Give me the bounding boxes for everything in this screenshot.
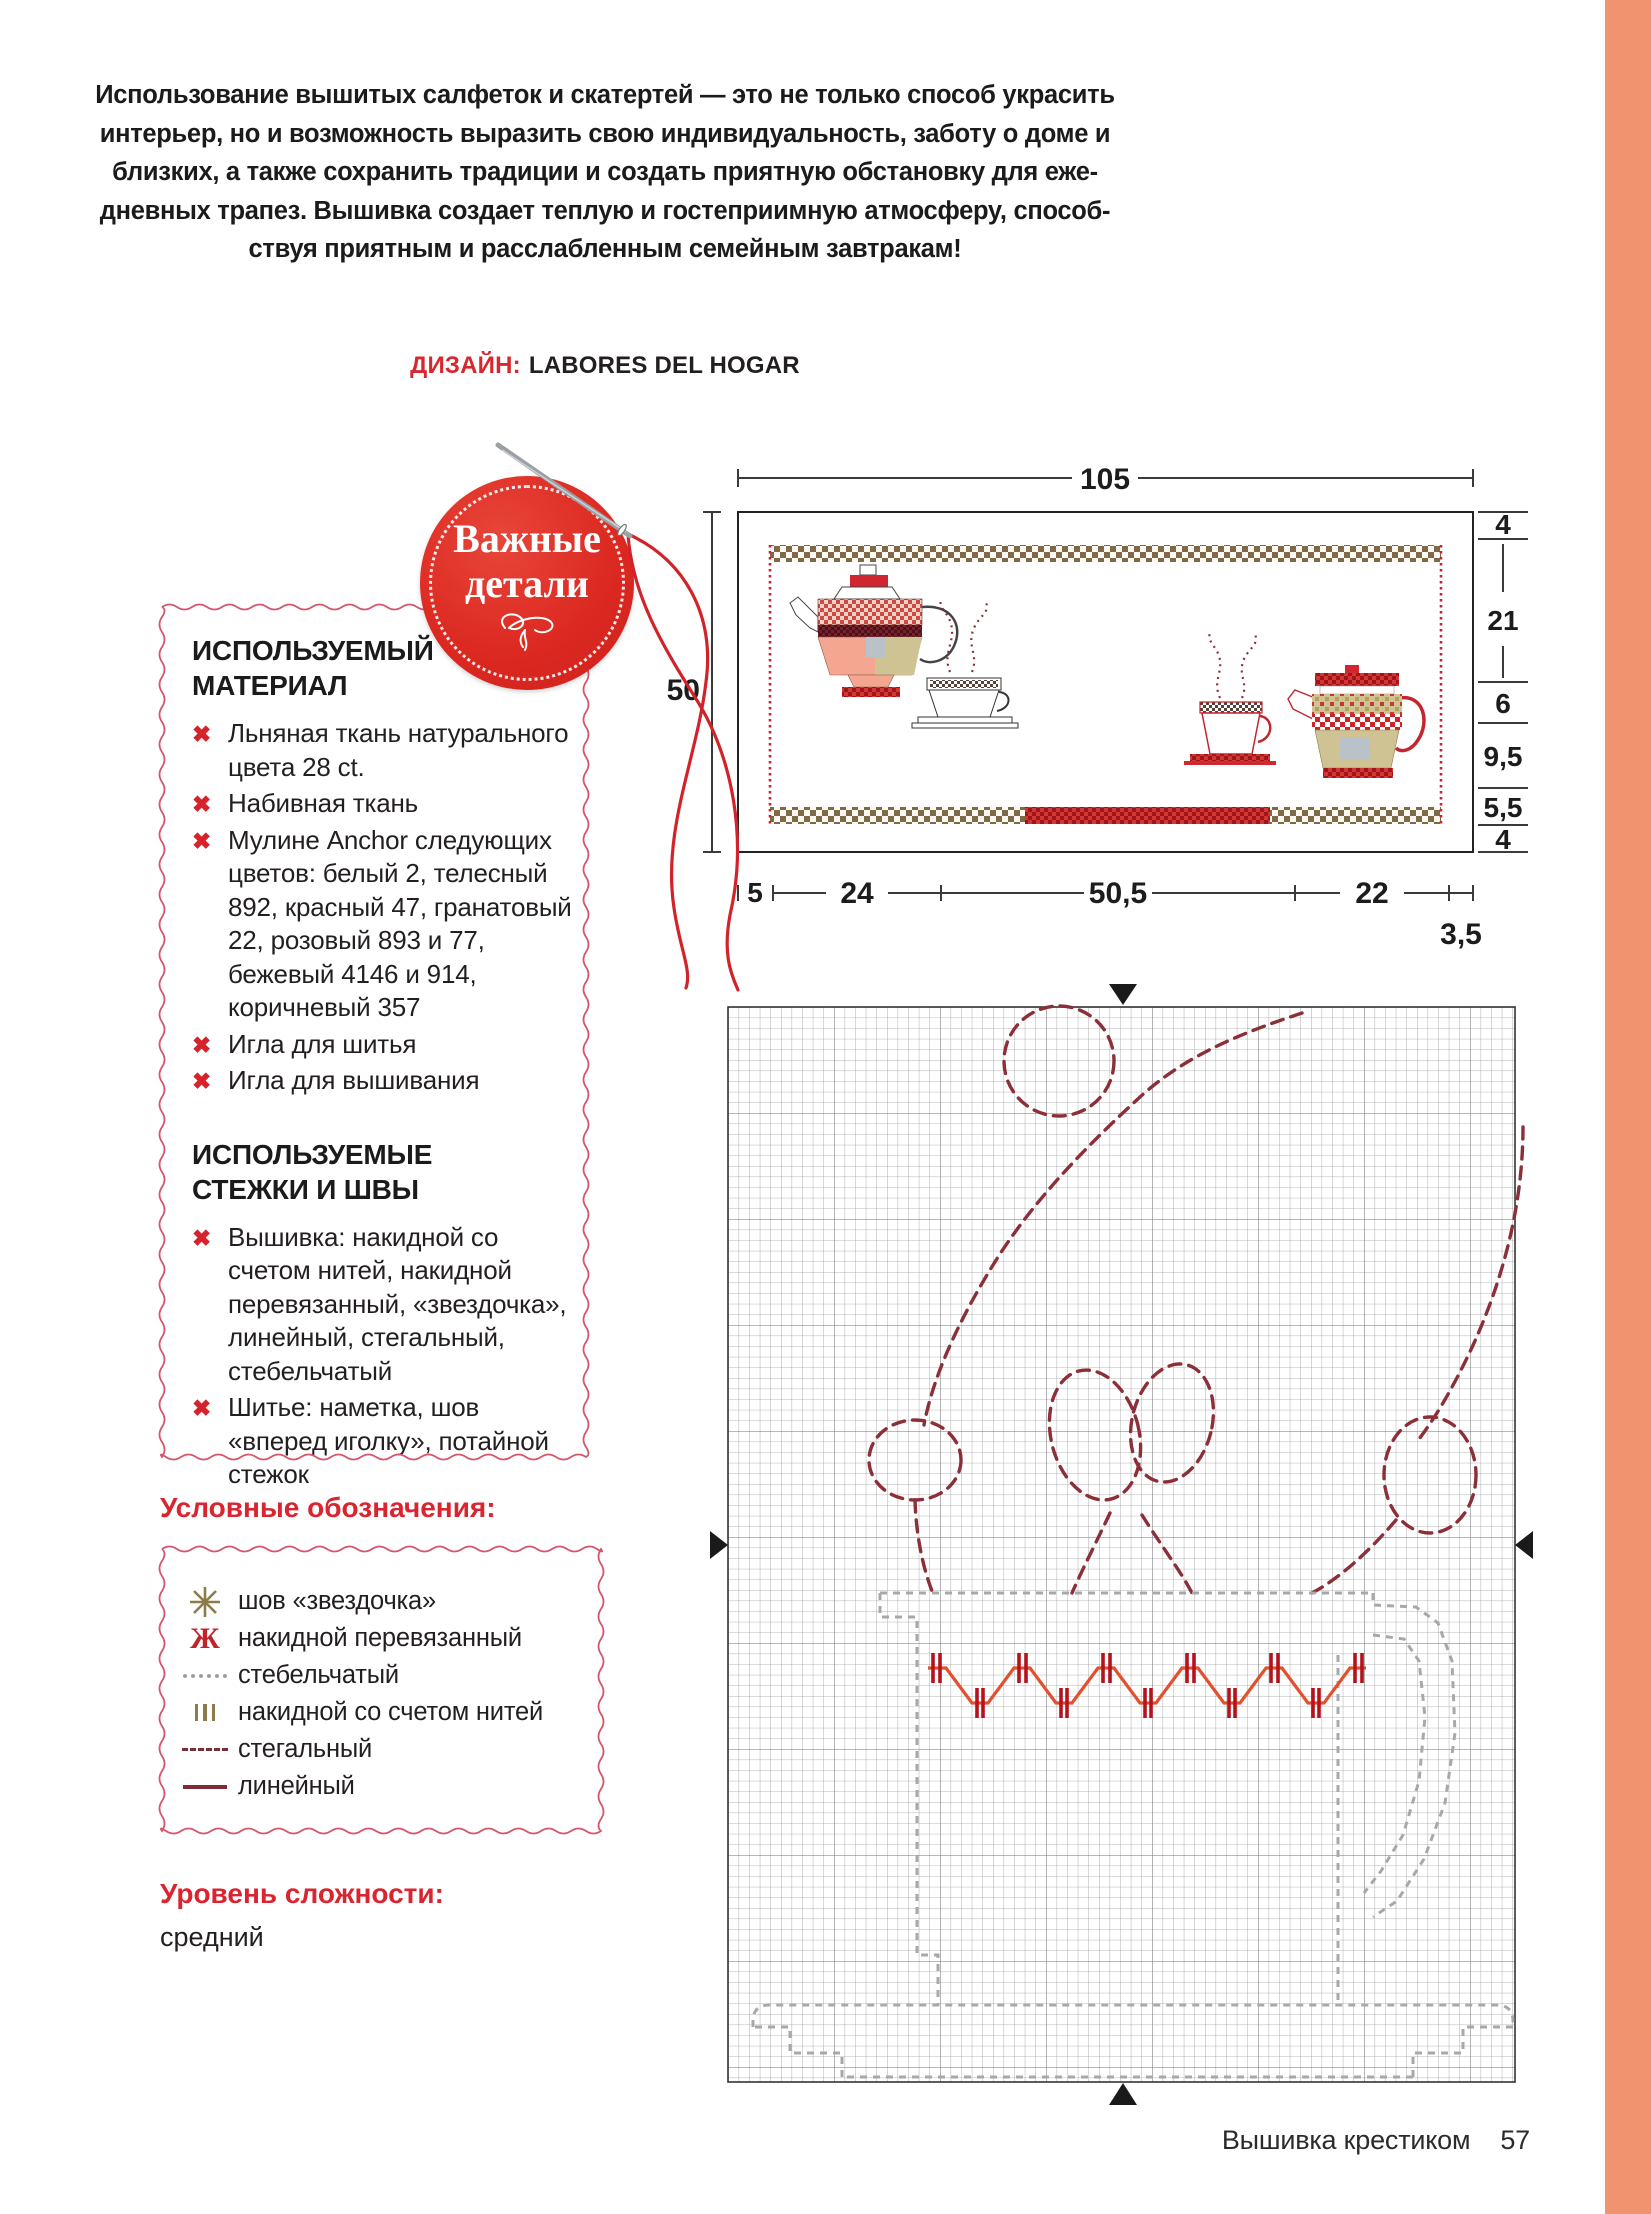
center-marker-top-icon [1109,984,1137,1005]
dim-label: 6 [1495,688,1511,719]
list-item: Шитье: наметка, шов «вперед иголку», пот… [192,1391,572,1492]
flourish-icon [501,613,554,651]
dim-label: 5 [747,877,763,908]
wrapped-overcast-stitch-icon: Ж [172,1621,238,1655]
steam-icon [939,597,988,673]
dim-label: 9,5 [1484,741,1523,772]
dim-label: 21 [1487,605,1518,636]
badge-line1: Важные [453,516,601,561]
legend-box: шов «звездочка» Ж накидной перевязанный … [158,1545,605,1835]
stem-stitch-icon [172,1673,238,1678]
legend-row: стегальный [172,1731,595,1768]
red-border-segment [1025,807,1270,824]
legend-label: линейный [238,1772,355,1800]
dimension-top [737,469,1474,487]
steam-icon [1208,631,1257,699]
star-stitch-icon [172,1585,238,1619]
teacup-illustration [911,597,1019,729]
center-marker-right-icon [1515,1531,1533,1559]
list-item: Набивная ткань [192,787,572,821]
cup-tacking-outline [751,1591,1515,2079]
materials-box: ИСПОЛЬЗУЕМЫЙ МАТЕРИАЛ Льняная ткань нату… [158,603,590,1489]
dim-label: 24 [840,877,874,910]
linear-stitch-icon [172,1784,238,1789]
zigzag-stitches [928,1653,1366,1718]
center-marker-left-icon [710,1531,728,1559]
legend-title: Условные обозначения: [160,1492,496,1523]
page-edge-strip [1596,0,1651,2214]
intro-paragraph: Использование вышитых салфеток и скатерт… [95,81,1115,263]
legend-row: Ж накидной перевязанный [172,1620,595,1657]
legend-label: накидной со счетом нитей [238,1698,544,1726]
dimension-left [703,511,721,853]
coffee-pot-illustration [1287,665,1426,778]
list-item: Вышивка: накидной со счетом нитей, накид… [192,1221,572,1389]
difficulty-title: Уровень сложности: [160,1878,444,1909]
center-marker-bottom-icon [1109,2083,1137,2105]
dim-label: 4 [1495,509,1511,540]
stitch-chart [710,984,1533,2105]
list-item: Мулине Anchor следующих цветов: белый 2,… [192,824,572,1025]
chart-grid-major [728,1007,1515,2082]
quilting-stitch-icon [172,1748,238,1751]
teapot-illustration [789,564,959,697]
legend-label: стебельчатый [238,1661,399,1689]
stitches-list: Вышивка: накидной со счетом нитей, накид… [192,1221,572,1492]
design-value: LABORES DEL HOGAR [528,352,800,379]
legend-label: стегальный [238,1735,373,1763]
dim-label-left: 50 [667,674,700,707]
list-item: Игла для шитья [192,1028,572,1061]
legend-row: шов «звездочка» [172,1583,595,1620]
stitches-title: ИСПОЛЬЗУЕМЫЕ СТЕЖКИ И ШВЫ [192,1138,433,1205]
dim-label-top: 105 [1080,463,1130,496]
page-footer: Вышивка крестиком 57 [900,2125,1530,2156]
legend-label: накидной перевязанный [238,1624,522,1652]
difficulty-value: средний [160,1922,264,1952]
zh-glyph: Ж [190,1621,220,1655]
chart-border [727,1006,1516,2083]
steam-swirl-lines [867,1004,1525,1595]
design-credit: ДИЗАЙН: LABORES DEL HOGAR [95,352,1115,380]
dim-label: 5,5 [1484,792,1523,823]
dimension-bottom [737,885,1474,901]
dimension-right [1478,511,1528,853]
schematic-diagram: 105 50 [667,463,1528,951]
page-number: 57 [1500,2125,1530,2155]
dim-label: 50,5 [1089,877,1147,910]
list-item: Льняная ткань натурального цвета 28 ct. [192,717,572,784]
badge-text: Важные детали [420,516,634,606]
counted-overcast-stitch-icon [172,1704,238,1721]
materials-list: Льняная ткань натурального цвета 28 ct. … [192,717,572,1098]
red-cup-illustration [1184,631,1276,765]
legend-row: накидной со счетом нитей [172,1694,595,1731]
legend-row: линейный [172,1768,595,1805]
badge-line2: детали [465,561,589,606]
important-details-badge: Важные детали [420,476,634,690]
dim-label: 4 [1495,824,1511,855]
design-label: ДИЗАЙН: [410,352,521,379]
legend-label: шов «звездочка» [238,1587,437,1615]
footer-title: Вышивка крестиком [1221,2125,1471,2155]
list-item: Игла для вышивания [192,1064,572,1098]
dim-label-corner: 3,5 [1440,918,1482,951]
dim-label: 22 [1355,877,1388,910]
legend-row: стебельчатый [172,1657,595,1694]
checkered-border-top [770,545,1441,562]
